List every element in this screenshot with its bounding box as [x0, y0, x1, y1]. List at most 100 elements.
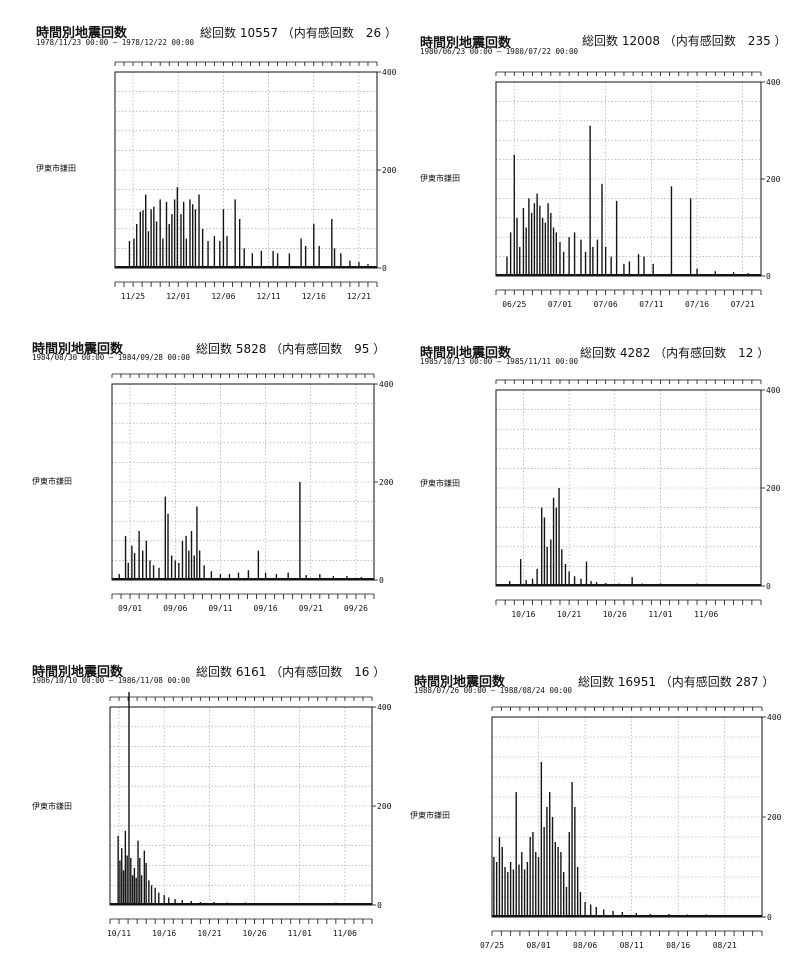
data-bar	[142, 550, 144, 580]
data-bar	[519, 559, 522, 586]
data-bar	[222, 209, 225, 268]
data-bar	[584, 251, 587, 276]
data-bar	[181, 540, 184, 580]
data-bar	[153, 206, 155, 268]
baseline-activity	[496, 274, 761, 276]
data-bar	[158, 567, 160, 580]
data-bar	[349, 260, 351, 268]
data-bar	[551, 817, 554, 917]
data-bar	[272, 250, 274, 268]
data-bar	[331, 219, 333, 268]
data-bar	[589, 904, 592, 917]
data-bar	[643, 256, 645, 276]
y-tick-label: 200	[766, 484, 781, 493]
data-bar	[163, 895, 165, 905]
data-bar	[522, 208, 525, 276]
data-bar	[541, 217, 544, 276]
data-bar	[139, 857, 141, 905]
data-bar	[529, 837, 531, 917]
x-tick-label: 10/11	[107, 929, 131, 938]
chart-date-range: 1988/07/26 00:00 — 1988/08/24 00:00	[414, 686, 573, 695]
data-bar	[126, 855, 128, 905]
data-bar	[512, 869, 515, 917]
data-bar	[128, 692, 130, 905]
x-tick-label: 09/11	[208, 604, 232, 613]
data-bar	[621, 912, 624, 917]
data-bar	[299, 482, 301, 580]
gridlines	[496, 390, 761, 586]
data-bar	[506, 256, 508, 276]
data-bar	[247, 570, 250, 580]
data-bar	[257, 550, 260, 580]
chart-total-count: 総回数 5828 （内有感回数 95 ）	[196, 342, 386, 356]
bar-series	[496, 488, 761, 586]
data-bar	[550, 539, 552, 586]
x-tick-label: 08/16	[666, 941, 690, 950]
chart-station-label: 伊東市鎌田	[420, 174, 460, 183]
data-bar	[260, 250, 263, 268]
chart-panel-5: 時間別地震回数 1986/10/10 00:00 — 1986/11/08 00…	[0, 645, 400, 945]
x-tick-label: 07/01	[548, 300, 572, 309]
y-tick-label: 0	[382, 264, 387, 273]
data-bar	[201, 228, 204, 268]
data-bar	[509, 862, 512, 917]
chart-station-label: 伊東市鎌田	[36, 164, 76, 173]
data-bar	[139, 211, 141, 268]
data-bar	[243, 248, 245, 268]
chart-title: 時間別地震回数	[32, 342, 124, 357]
data-bar	[118, 574, 120, 580]
data-bar	[589, 125, 591, 277]
gridlines	[112, 384, 374, 580]
data-bar	[535, 852, 537, 917]
data-bar	[689, 198, 692, 276]
chart-total-count: 総回数 16951 （内有感回数 287 ）	[578, 675, 775, 689]
data-bar	[234, 199, 236, 268]
chart-date-range: 1985/10/13 00:00 — 1985/11/11 00:00	[420, 357, 579, 366]
x-tick-label: 07/16	[685, 300, 709, 309]
chart-title: 時間別地震回数	[414, 675, 506, 690]
data-bar	[137, 840, 139, 905]
chart-title: 時間別地震回数	[420, 36, 512, 51]
data-bar	[155, 221, 158, 268]
x-tick-label: 08/06	[573, 941, 597, 950]
x-tick-label: 11/25	[121, 292, 145, 301]
data-bar	[585, 561, 588, 586]
data-bar	[584, 902, 586, 917]
x-tick-label: 10/21	[197, 929, 221, 938]
data-bar	[150, 885, 153, 905]
data-bar	[251, 253, 254, 268]
data-bar	[571, 782, 573, 917]
data-bar	[145, 540, 148, 580]
data-bar	[135, 223, 138, 268]
data-bar	[523, 869, 526, 917]
data-bar	[537, 857, 540, 917]
data-bar	[194, 209, 197, 268]
data-bar	[557, 847, 559, 917]
chart-plot-5: 400 200 0 10/11 10/16 10/21 10/26 11/01 11/06	[107, 692, 392, 938]
data-bar	[133, 553, 136, 580]
data-bar	[628, 261, 631, 276]
data-bar	[652, 263, 654, 276]
data-bar	[174, 899, 176, 905]
data-bar	[530, 212, 533, 276]
data-bar	[540, 762, 543, 917]
data-bar	[561, 549, 563, 586]
data-bar	[148, 880, 150, 905]
data-bar	[124, 830, 127, 905]
data-bar	[319, 574, 321, 580]
data-bar	[580, 239, 582, 276]
data-bar	[313, 223, 315, 268]
y-tick-label: 0	[379, 576, 384, 585]
data-bar	[288, 253, 291, 268]
data-bar	[180, 214, 182, 268]
x-tick-label: 09/21	[299, 604, 323, 613]
data-bar	[304, 245, 307, 268]
chart-plot-4: 400 200 0 10/16 10/21 10/26 11/01 11/06	[495, 379, 781, 619]
gridlines	[496, 82, 761, 276]
data-bar	[554, 842, 557, 917]
data-bar	[565, 887, 568, 917]
data-bar	[122, 870, 125, 905]
chart-station-label: 伊東市鎌田	[32, 802, 72, 811]
data-bar	[573, 232, 576, 276]
gridlines	[491, 717, 762, 917]
